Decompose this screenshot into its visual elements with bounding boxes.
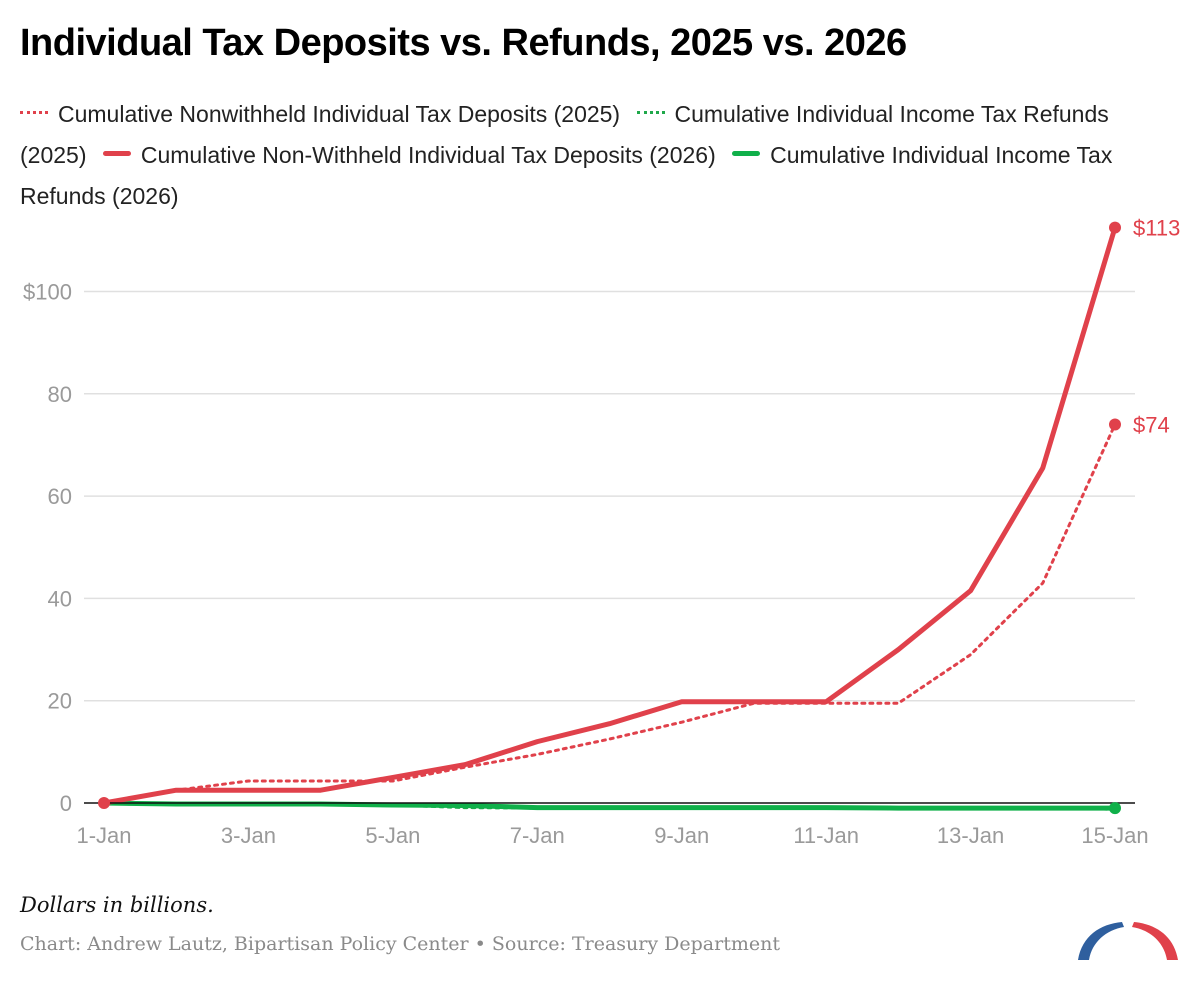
- start-point-marker: [98, 797, 110, 809]
- units-note: Dollars in billions.: [20, 893, 214, 917]
- legend-item-refunds-2025: Cumulative Individual Income Tax Refunds…: [20, 101, 1109, 168]
- legend-item-refunds-2026: Cumulative Individual Income Tax Refunds…: [20, 142, 1112, 209]
- legend-label: Cumulative Individual Income Tax Refunds…: [20, 101, 1109, 168]
- legend-item-deposits-2026: Cumulative Non-Withheld Individual Tax D…: [102, 142, 716, 168]
- y-tick-label: 0: [60, 791, 72, 816]
- dotted-green-swatch: [636, 111, 665, 115]
- end-point-marker: [1109, 802, 1121, 815]
- legend-label: Cumulative Non-Withheld Individual Tax D…: [140, 142, 716, 168]
- x-tick-label: 15-Jan: [1081, 823, 1148, 848]
- dotted-red-swatch: [20, 111, 48, 115]
- y-tick-label: 80: [48, 382, 72, 407]
- end-point-marker: [1109, 418, 1121, 431]
- solid-green-swatch: [732, 151, 761, 157]
- x-tick-label: 11-Jan: [793, 823, 859, 848]
- line-chart: 0 20 40 60 80 $100 1-Jan 3-Jan 5-Jan 7-Jan 9-Jan 11…: [23, 216, 1180, 848]
- x-tick-label: 3-Jan: [221, 823, 276, 848]
- refunds-2026-line: [101, 800, 1118, 811]
- legend-label: Cumulative Individual Income Tax Refunds…: [20, 142, 1113, 209]
- y-tick-label: 20: [48, 689, 72, 714]
- x-tick-label: 13-Jan: [937, 823, 1004, 848]
- legend-label: Cumulative Nonwithheld Individual Tax De…: [58, 101, 621, 127]
- end-value-label: $74: [1133, 412, 1170, 437]
- x-tick-label: 1-Jan: [76, 823, 131, 848]
- chart-title: Individual Tax Deposits vs. Refunds, 202…: [20, 22, 907, 64]
- y-tick-label: 60: [48, 484, 72, 509]
- bpc-logo-icon: [1078, 922, 1178, 960]
- deposits-2026-line: [101, 225, 1118, 806]
- y-tick-label: $100: [23, 280, 72, 305]
- end-point-marker: [1109, 221, 1121, 234]
- x-tick-label: 9-Jan: [654, 823, 709, 848]
- legend-item-deposits-2025: Cumulative Nonwithheld Individual Tax De…: [20, 101, 620, 127]
- end-value-label: $113: [1133, 216, 1180, 241]
- source-credit: Chart: Andrew Lautz, Bipartisan Policy C…: [20, 933, 780, 955]
- x-tick-label: 5-Jan: [365, 823, 420, 848]
- legend: Cumulative Nonwithheld Individual Tax De…: [20, 94, 1180, 217]
- solid-red-swatch: [102, 151, 131, 157]
- y-tick-label: 40: [48, 586, 72, 611]
- x-tick-label: 7-Jan: [510, 823, 565, 848]
- deposits-2025-line: [102, 422, 1117, 805]
